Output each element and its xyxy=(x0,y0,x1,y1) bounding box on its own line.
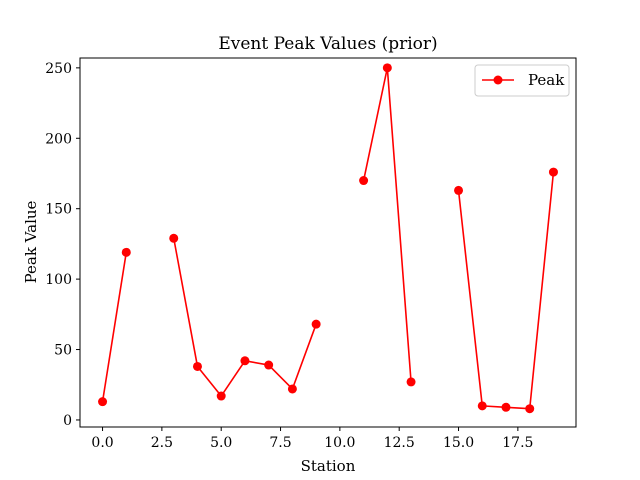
y-tick-label: 250 xyxy=(45,61,72,77)
plot-area xyxy=(79,57,577,428)
series-points xyxy=(98,63,558,414)
data-point xyxy=(359,176,369,186)
legend-label: Peak xyxy=(528,71,565,89)
data-point xyxy=(121,247,131,257)
legend-marker xyxy=(493,75,503,85)
x-tick-label: 10.0 xyxy=(324,435,355,451)
data-point xyxy=(501,402,511,412)
x-tick-label: 2.5 xyxy=(151,435,173,451)
data-point xyxy=(382,63,392,73)
y-tick-label: 50 xyxy=(54,343,72,359)
data-point xyxy=(525,404,535,414)
series-line-segment xyxy=(101,252,128,402)
data-point xyxy=(311,319,321,329)
y-axis: 0 50 100 150 200 250 xyxy=(45,61,80,429)
x-axis-label: Station xyxy=(301,457,356,475)
y-tick-label: 150 xyxy=(45,202,72,218)
data-point xyxy=(216,391,226,401)
x-axis: 0.0 2.5 5.0 7.5 10.0 12.5 15.0 17.5 xyxy=(91,427,533,451)
x-tick-label: 5.0 xyxy=(210,435,232,451)
data-point xyxy=(454,185,464,195)
x-tick-label: 15.0 xyxy=(443,435,474,451)
data-point xyxy=(548,167,558,177)
legend: Peak xyxy=(474,64,570,97)
data-point xyxy=(240,356,250,366)
data-point xyxy=(264,360,274,370)
legend-frame xyxy=(474,64,570,97)
plot-area-frame xyxy=(79,57,577,428)
series-line-segment xyxy=(172,238,317,397)
y-axis-label: Peak Value xyxy=(22,200,40,283)
series-line-segment xyxy=(457,172,555,410)
x-tick-label: 7.5 xyxy=(269,435,291,451)
y-tick-label: 200 xyxy=(45,131,72,147)
series-line-segment xyxy=(362,67,412,382)
x-tick-label: 0.0 xyxy=(91,435,113,451)
data-point xyxy=(192,361,202,371)
x-tick-label: 12.5 xyxy=(384,435,415,451)
data-point xyxy=(477,401,487,411)
x-tick-label: 17.5 xyxy=(502,435,533,451)
data-point xyxy=(169,233,179,243)
y-tick-label: 100 xyxy=(45,272,72,288)
chart-title: Event Peak Values (prior) xyxy=(218,34,437,54)
y-tick-label: 0 xyxy=(63,413,72,429)
data-point xyxy=(406,377,416,387)
data-point xyxy=(98,397,108,407)
data-point xyxy=(287,384,297,394)
